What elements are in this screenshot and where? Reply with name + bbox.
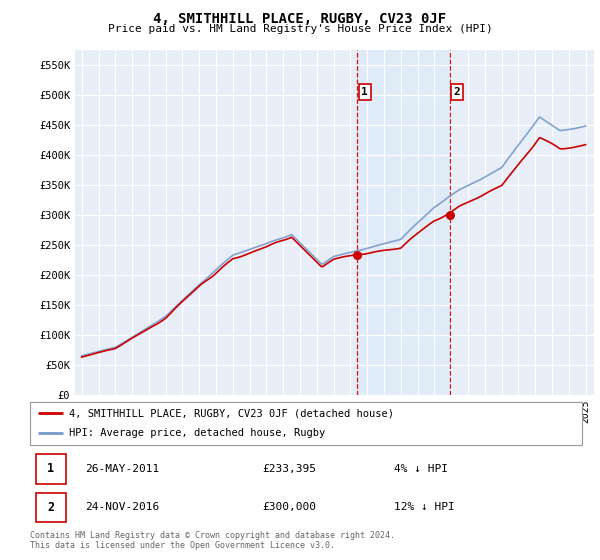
Point [445, 211, 454, 220]
Bar [357, 50, 449, 395]
Text: 12% ↓ HPI: 12% ↓ HPI [394, 502, 455, 512]
Bar [35, 455, 66, 484]
Text: 1: 1 [47, 463, 54, 475]
Text: Contains HM Land Registry data © Crown copyright and database right 2024.
This d: Contains HM Land Registry data © Crown c… [30, 531, 395, 550]
Text: 26-MAY-2011: 26-MAY-2011 [85, 464, 160, 474]
Text: £233,395: £233,395 [262, 464, 316, 474]
Point [352, 250, 362, 259]
Text: 2: 2 [454, 87, 461, 97]
Text: 4, SMITHHILL PLACE, RUGBY, CV23 0JF: 4, SMITHHILL PLACE, RUGBY, CV23 0JF [154, 12, 446, 26]
Text: 2: 2 [47, 501, 54, 514]
Text: Price paid vs. HM Land Registry's House Price Index (HPI): Price paid vs. HM Land Registry's House … [107, 24, 493, 34]
Text: 4, SMITHHILL PLACE, RUGBY, CV23 0JF (detached house): 4, SMITHHILL PLACE, RUGBY, CV23 0JF (det… [68, 408, 394, 418]
Text: 1: 1 [361, 87, 368, 97]
Text: HPI: Average price, detached house, Rugby: HPI: Average price, detached house, Rugb… [68, 428, 325, 438]
Text: 4% ↓ HPI: 4% ↓ HPI [394, 464, 448, 474]
Text: 24-NOV-2016: 24-NOV-2016 [85, 502, 160, 512]
Bar [35, 493, 66, 522]
Text: £300,000: £300,000 [262, 502, 316, 512]
